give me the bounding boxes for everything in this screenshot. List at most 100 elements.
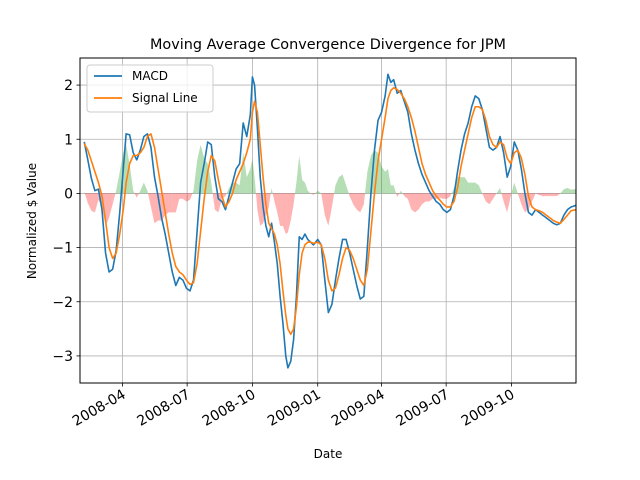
positive-histogram-segment xyxy=(317,190,322,194)
negative-histogram-segment xyxy=(397,193,400,198)
negative-histogram-segment xyxy=(492,193,497,199)
negative-histogram-segment xyxy=(402,193,405,197)
y-tick-label: 2 xyxy=(64,78,73,94)
legend: MACD Signal Line xyxy=(86,64,214,113)
negative-histogram-segment xyxy=(94,193,99,213)
positive-histogram-segment xyxy=(475,182,479,194)
positive-histogram-segment xyxy=(138,190,141,194)
negative-histogram-segment xyxy=(507,193,511,213)
negative-histogram-segment xyxy=(549,193,554,197)
positive-histogram-segment xyxy=(451,188,454,194)
negative-histogram-segment xyxy=(363,193,366,205)
positive-histogram-segment xyxy=(385,169,388,194)
positive-histogram-segment xyxy=(400,190,403,194)
negative-histogram-segment xyxy=(255,193,258,210)
positive-histogram-segment xyxy=(299,155,303,194)
positive-histogram-segment xyxy=(560,189,564,194)
positive-histogram-segment xyxy=(116,171,120,194)
positive-histogram-segment xyxy=(399,190,401,194)
positive-histogram-segment xyxy=(478,185,483,194)
negative-histogram-segment xyxy=(501,193,504,202)
negative-histogram-segment xyxy=(290,193,294,221)
positive-histogram-segment xyxy=(378,152,382,194)
positive-histogram-segment xyxy=(246,169,251,194)
positive-histogram-segment xyxy=(226,188,230,194)
negative-histogram-segment xyxy=(510,193,512,197)
positive-histogram-segment xyxy=(270,188,272,194)
positive-histogram-segment xyxy=(140,182,144,194)
positive-histogram-segment xyxy=(496,188,501,194)
negative-histogram-segment xyxy=(411,193,415,213)
positive-histogram-segment xyxy=(511,182,515,194)
positive-histogram-segment xyxy=(115,190,117,194)
negative-histogram-segment xyxy=(285,193,288,235)
negative-histogram-segment xyxy=(356,193,361,213)
negative-histogram-segment xyxy=(349,193,354,205)
negative-histogram-segment xyxy=(407,193,412,210)
negative-histogram-segment xyxy=(277,193,281,226)
negative-histogram-segment xyxy=(517,193,522,205)
positive-histogram-segment xyxy=(387,169,391,194)
negative-histogram-segment xyxy=(313,193,316,196)
positive-histogram-segment xyxy=(468,182,472,194)
negative-histogram-segment xyxy=(542,193,547,197)
positive-histogram-segment xyxy=(342,174,347,194)
negative-histogram-segment xyxy=(503,193,508,213)
positive-histogram-segment xyxy=(193,160,198,194)
y-tick-label: −1 xyxy=(52,241,73,257)
positive-histogram-segment xyxy=(393,185,397,194)
positive-histogram-segment xyxy=(338,174,343,194)
positive-histogram-segment xyxy=(84,191,85,194)
negative-histogram-segment xyxy=(328,193,332,226)
negative-histogram-segment xyxy=(154,193,159,224)
negative-histogram-segment xyxy=(91,193,95,213)
negative-histogram-segment xyxy=(179,193,183,199)
positive-histogram-segment xyxy=(252,158,255,194)
positive-histogram-segment xyxy=(390,185,394,194)
positive-histogram-segment xyxy=(500,188,502,194)
negative-histogram-segment xyxy=(134,193,137,198)
negative-histogram-segment xyxy=(532,193,536,202)
positive-histogram-segment xyxy=(464,177,469,194)
negative-histogram-segment xyxy=(360,193,364,213)
negative-histogram-segment xyxy=(310,193,314,196)
negative-histogram-segment xyxy=(446,193,451,199)
negative-histogram-segment xyxy=(539,193,543,197)
chart-title: Moving Average Convergence Divergence fo… xyxy=(150,37,506,53)
negative-histogram-segment xyxy=(443,193,447,199)
positive-histogram-segment xyxy=(571,189,576,194)
y-tick-label: −3 xyxy=(52,349,73,365)
signal-line xyxy=(83,86,576,336)
negative-histogram-segment xyxy=(396,193,398,198)
negative-histogram-segment xyxy=(257,193,261,226)
positive-histogram-segment xyxy=(461,177,465,194)
positive-histogram-segment xyxy=(365,171,368,194)
positive-histogram-segment xyxy=(335,177,339,194)
positive-histogram-segment xyxy=(239,152,244,194)
negative-histogram-segment xyxy=(168,193,173,213)
positive-histogram-segment xyxy=(334,185,336,194)
negative-histogram-segment xyxy=(218,193,222,213)
y-axis-label: Normalized $ Value xyxy=(25,163,39,279)
negative-histogram-segment xyxy=(321,193,325,216)
y-axis-ticks: −3 −2 −1 0 1 2 xyxy=(52,78,80,365)
positive-histogram-segment xyxy=(271,188,273,194)
negative-histogram-segment xyxy=(414,193,419,213)
negative-histogram-segment xyxy=(109,193,113,218)
negative-histogram-segment xyxy=(422,193,426,205)
negative-histogram-segment xyxy=(331,193,335,207)
legend-macd-label: MACD xyxy=(132,69,168,83)
negative-histogram-segment xyxy=(268,193,271,207)
negative-histogram-segment xyxy=(175,193,180,213)
negative-histogram-segment xyxy=(439,193,444,199)
negative-histogram-segment xyxy=(324,193,329,226)
negative-histogram-segment xyxy=(87,193,92,211)
positive-histogram-segment xyxy=(346,185,349,194)
y-tick-label: −2 xyxy=(52,295,73,311)
negative-histogram-segment xyxy=(404,193,408,199)
negative-histogram-segment xyxy=(293,193,296,205)
negative-histogram-segment xyxy=(348,193,350,197)
series-lines xyxy=(83,73,576,369)
negative-histogram-segment xyxy=(225,193,227,197)
